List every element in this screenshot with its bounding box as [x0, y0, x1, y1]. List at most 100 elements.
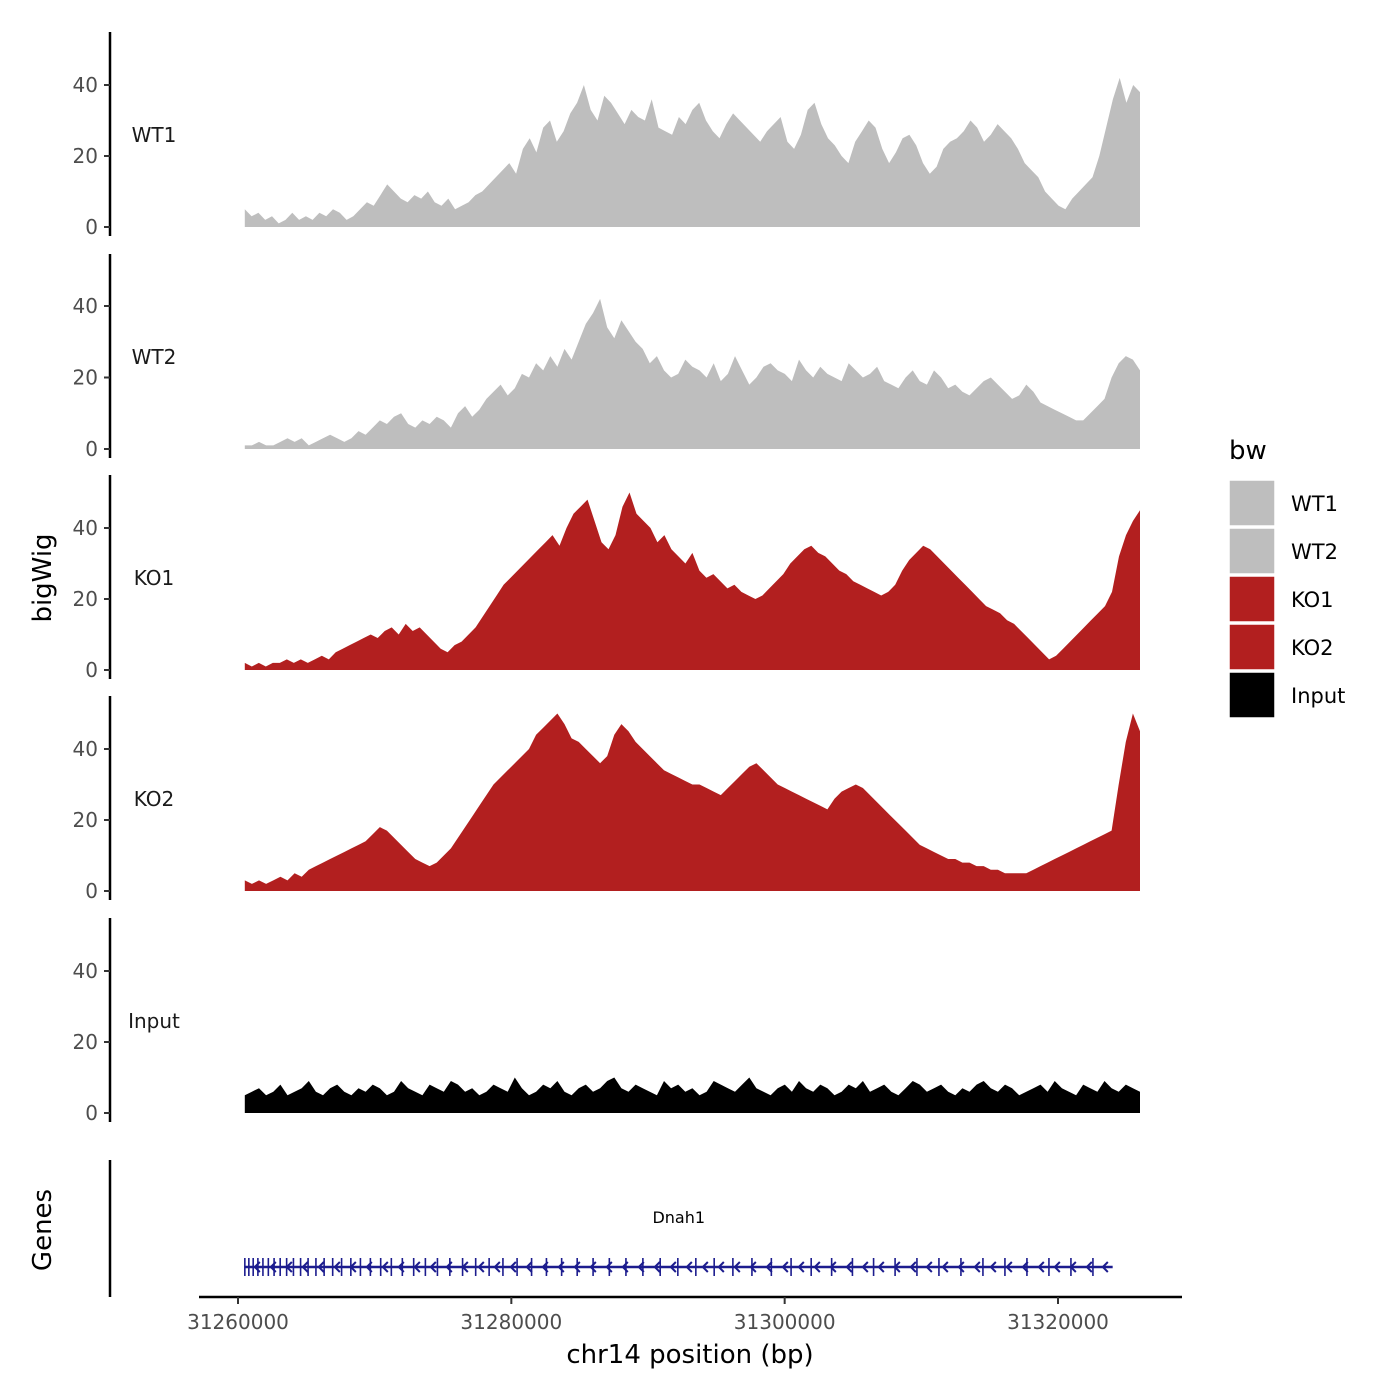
coverage-area-input — [244, 1077, 1141, 1113]
gene-label: Dnah1 — [652, 1208, 705, 1227]
strand-arrow — [749, 1261, 757, 1273]
coverage-area-ko1 — [244, 492, 1141, 670]
y-tick-label: 40 — [73, 737, 98, 761]
strand-arrow — [381, 1261, 389, 1273]
strand-arrow — [893, 1261, 901, 1273]
strand-arrow — [925, 1261, 933, 1273]
track-label-ko2: KO2 — [134, 787, 175, 811]
strand-arrow — [733, 1261, 741, 1273]
strand-arrow — [509, 1261, 517, 1273]
strand-arrow — [669, 1261, 677, 1273]
legend-key-ko2 — [1228, 623, 1276, 671]
gene-model-dnah1 — [244, 1258, 1113, 1276]
strand-arrow — [765, 1261, 773, 1273]
strand-arrow — [829, 1261, 837, 1273]
strand-arrow — [557, 1261, 565, 1273]
y-axis-title: bigWig — [28, 533, 58, 622]
strand-arrow — [269, 1261, 277, 1273]
strand-arrow — [413, 1261, 421, 1273]
legend-key-wt2 — [1228, 527, 1276, 575]
y-tick-label: 40 — [73, 73, 98, 97]
strand-arrow — [301, 1261, 309, 1273]
track-panel-ko1: 0 20 40 KO1 — [73, 475, 1141, 682]
x-tick-label: 31260000 — [187, 1310, 289, 1334]
strand-arrow — [621, 1261, 629, 1273]
strand-arrow — [1085, 1261, 1093, 1273]
strand-arrow — [349, 1261, 357, 1273]
strand-arrow — [525, 1261, 533, 1273]
coverage-area-wt1 — [244, 77, 1141, 228]
y-tick-label: 40 — [73, 516, 98, 540]
legend-key-ko1 — [1228, 575, 1276, 623]
strand-arrow — [813, 1261, 821, 1273]
strand-arrow — [333, 1261, 341, 1273]
strand-arrow — [637, 1261, 645, 1273]
track-panel-ko2: 0 20 40 KO2 — [73, 696, 1141, 903]
legend-label-ko1: KO1 — [1291, 588, 1334, 612]
y-tick-label: 20 — [73, 144, 98, 168]
y-tick-label: 40 — [73, 294, 98, 318]
coverage-area-ko2 — [244, 713, 1141, 891]
legend-title: bw — [1229, 436, 1267, 466]
legend-key-wt1 — [1228, 479, 1276, 527]
track-panel-wt1: 0 20 40 WT1 — [73, 32, 1141, 239]
y-tick-label: 20 — [73, 366, 98, 390]
strand-arrow — [701, 1261, 709, 1273]
strand-arrow — [477, 1261, 485, 1273]
strand-arrow — [877, 1261, 885, 1273]
strand-arrow — [797, 1261, 805, 1273]
strand-arrow — [1021, 1261, 1029, 1273]
strand-arrow — [445, 1261, 453, 1273]
y-tick-label: 0 — [85, 215, 98, 239]
strand-arrow — [573, 1261, 581, 1273]
strand-arrow — [1053, 1261, 1061, 1273]
strand-arrow — [685, 1261, 693, 1273]
track-panel-wt2: 0 20 40 WT2 — [73, 254, 1141, 461]
y-tick-label: 0 — [85, 1101, 98, 1125]
track-label-wt2: WT2 — [132, 345, 177, 369]
strand-arrow — [957, 1261, 965, 1273]
strand-arrow — [285, 1261, 293, 1273]
y-tick-label: 0 — [85, 879, 98, 903]
track-panel-input: 0 20 40 Input — [73, 918, 1141, 1125]
x-tick-label: 31280000 — [460, 1310, 562, 1334]
legend-key-input — [1228, 671, 1276, 719]
legend-label-wt2: WT2 — [1291, 540, 1338, 564]
strand-arrow — [909, 1261, 917, 1273]
strand-arrow — [941, 1261, 949, 1273]
legend-label-input: Input — [1291, 684, 1345, 708]
y-tick-label: 20 — [73, 1030, 98, 1054]
strand-arrow — [1037, 1261, 1045, 1273]
strand-arrow — [461, 1261, 469, 1273]
y-tick-label: 40 — [73, 959, 98, 983]
x-tick-label: 31320000 — [1007, 1310, 1109, 1334]
strand-arrow — [1005, 1261, 1013, 1273]
y-tick-label: 0 — [85, 437, 98, 461]
strand-arrow — [365, 1261, 373, 1273]
strand-arrow — [717, 1261, 725, 1273]
track-label-input: Input — [128, 1009, 180, 1033]
strand-arrow — [653, 1261, 661, 1273]
strand-arrow — [605, 1261, 613, 1273]
strand-arrow — [253, 1261, 261, 1273]
strand-arrow — [989, 1261, 997, 1273]
strand-arrow — [781, 1261, 789, 1273]
track-label-ko1: KO1 — [134, 566, 175, 590]
strand-arrow — [1101, 1261, 1109, 1273]
legend-label-wt1: WT1 — [1291, 492, 1338, 516]
strand-arrow — [397, 1261, 405, 1273]
y-tick-label: 20 — [73, 587, 98, 611]
track-label-wt1: WT1 — [132, 123, 177, 147]
strand-arrow — [861, 1261, 869, 1273]
strand-arrow — [493, 1261, 501, 1273]
strand-arrow — [589, 1261, 597, 1273]
strand-arrow — [317, 1261, 325, 1273]
x-tick-label: 31300000 — [734, 1310, 836, 1334]
y-tick-label: 0 — [85, 658, 98, 682]
strand-arrow — [845, 1261, 853, 1273]
y-tick-label: 20 — [73, 808, 98, 832]
x-axis-title: chr14 position (bp) — [566, 1340, 813, 1370]
legend-label-ko2: KO2 — [1291, 636, 1334, 660]
strand-arrow — [1069, 1261, 1077, 1273]
